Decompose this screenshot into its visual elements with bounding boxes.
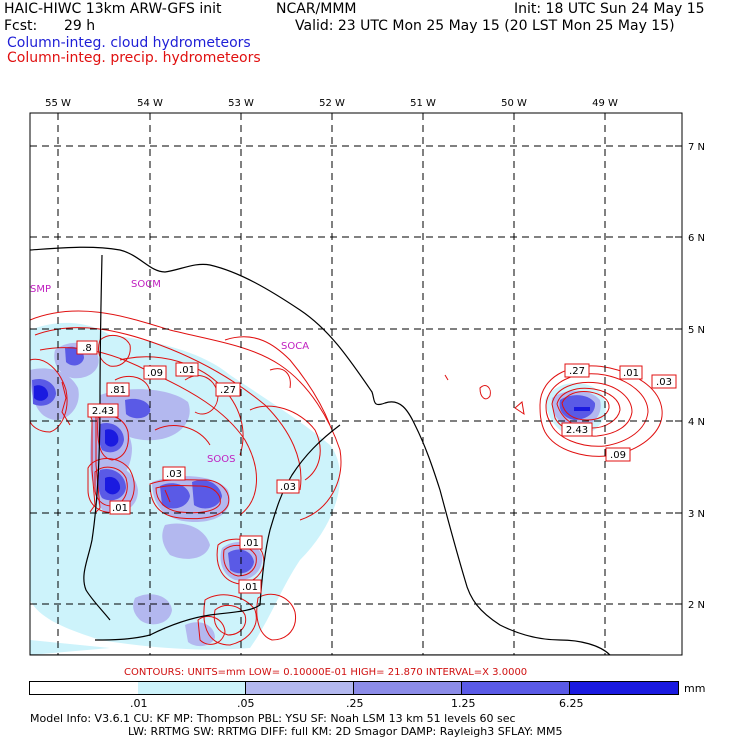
lon-label: 53 W: [228, 98, 254, 109]
colorbar-bin: [246, 681, 354, 695]
contour-value-label: .03: [656, 377, 672, 388]
forecast-label: Fcst:: [4, 18, 38, 34]
colorbar-threshold: .05: [237, 697, 255, 710]
colorbar-threshold: 6.25: [559, 697, 584, 710]
cloud-fill-core: [34, 385, 590, 495]
model-title: HAIC-HIWC 13km ARW-GFS init: [4, 1, 222, 17]
colorbar-threshold: .01: [130, 697, 148, 710]
model-info-line2: LW: RRTMG SW: RRTMG DIFF: full KM: 2D Sm…: [128, 725, 563, 738]
contour-value-label: .01: [243, 538, 259, 549]
lat-label: 4 N: [688, 417, 705, 428]
lon-label: 50 W: [501, 98, 527, 109]
colorbar-bin: [138, 681, 246, 695]
place-labels: SMP SOCM SOCA SOOS: [30, 279, 309, 465]
contour-labels: .8 .09 .01 .81 .27 2.43 .03 .01 .03 .01 …: [76, 340, 677, 594]
lon-label: 55 W: [45, 98, 71, 109]
contour-value-label: .81: [110, 385, 126, 396]
lon-label: 51 W: [410, 98, 436, 109]
contour-value-label: .03: [280, 482, 296, 493]
colorbar-bin: [570, 681, 679, 695]
valid-time: Valid: 23 UTC Mon 25 May 15 (20 LST Mon …: [295, 18, 675, 34]
contour-value-label: .09: [610, 450, 626, 461]
station-label: SMP: [30, 284, 51, 295]
init-time: Init: 18 UTC Sun 24 May 15: [514, 1, 705, 17]
colorbar-units: mm: [684, 682, 706, 695]
contour-value-label: .03: [166, 469, 182, 480]
contour-value-label: 2.43: [92, 406, 114, 417]
model-info-line1: Model Info: V3.6.1 CU: KF MP: Thompson P…: [30, 712, 516, 725]
lon-label: 52 W: [319, 98, 345, 109]
tick-marks: [57, 113, 682, 605]
lat-label: 2 N: [688, 600, 705, 611]
contour-value-label: .01: [242, 582, 258, 593]
colorbar-bin: [462, 681, 570, 695]
station-label: SOOS: [207, 454, 235, 465]
lon-labels: 55 W 54 W 53 W 52 W 51 W 50 W 49 W: [45, 98, 618, 109]
lat-label: 7 N: [688, 142, 705, 153]
lon-label: 54 W: [137, 98, 163, 109]
colorbar-threshold: .25: [346, 697, 364, 710]
station-label: SOCA: [281, 341, 309, 352]
contour-value-label: .01: [179, 365, 195, 376]
forecast-hours: 29 h: [64, 18, 96, 34]
contour-value-label: .27: [569, 366, 585, 377]
lat-labels: 7 N 6 N 5 N 4 N 3 N 2 N: [688, 142, 705, 611]
colorbar-bin: [29, 681, 139, 695]
contour-info: CONTOURS: UNITS=mm LOW= 0.10000E-01 HIGH…: [124, 667, 528, 678]
lat-label: 5 N: [688, 325, 705, 336]
field-precip-title: Column-integ. precip. hydrometeors: [7, 50, 261, 66]
lon-label: 49 W: [592, 98, 618, 109]
station-label: SOCM: [131, 279, 161, 290]
map-frame: [29, 112, 683, 656]
field-cloud-title: Column-integ. cloud hydrometeors: [7, 35, 251, 51]
contour-value-label: .01: [112, 503, 128, 514]
contour-value-label: .01: [623, 368, 639, 379]
colorbar-threshold: 1.25: [451, 697, 476, 710]
contour-value-label: 2.43: [566, 425, 588, 436]
lat-label: 3 N: [688, 509, 705, 520]
contour-value-label: .8: [82, 343, 92, 354]
graticule: [30, 113, 682, 655]
lat-label: 6 N: [688, 233, 705, 244]
colorbar-bin: [354, 681, 462, 695]
org-label: NCAR/MMM: [276, 1, 357, 17]
contour-value-label: .27: [220, 385, 236, 396]
contour-value-label: .09: [147, 368, 163, 379]
